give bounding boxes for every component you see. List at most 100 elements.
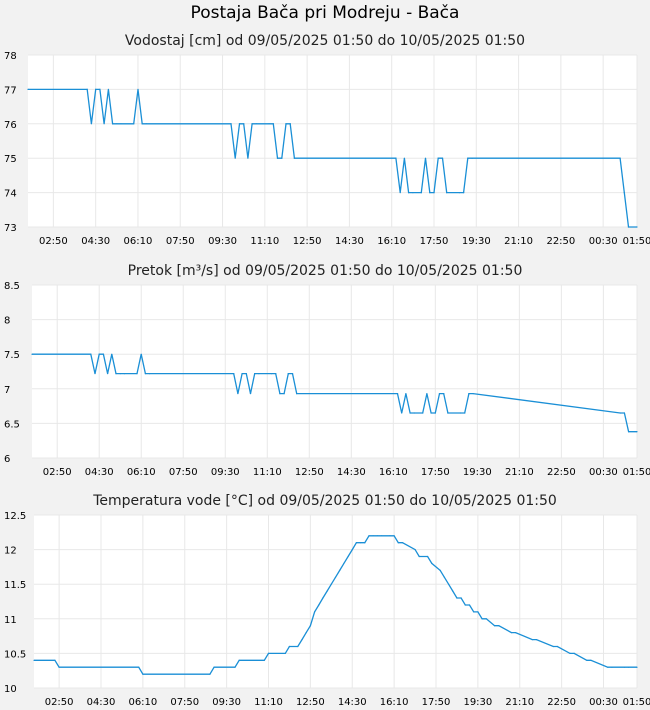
- x-tick-label: 09:30: [208, 236, 237, 247]
- data-point: [586, 659, 588, 661]
- data-point: [267, 652, 270, 655]
- data-point: [339, 569, 341, 572]
- x-tick-label: 12:50: [296, 697, 325, 708]
- data-point: [481, 618, 483, 620]
- data-point: [285, 123, 287, 125]
- x-tick-label: 06:10: [128, 697, 157, 708]
- data-point: [418, 555, 420, 558]
- y-tick-label: 7: [4, 385, 10, 396]
- x-tick-label: 04:30: [87, 697, 116, 708]
- data-point: [401, 542, 404, 544]
- data-point: [314, 611, 316, 613]
- data-point: [426, 393, 428, 395]
- data-point: [420, 192, 422, 194]
- data-point: [443, 576, 445, 578]
- data-point: [255, 123, 257, 125]
- x-tick-label: 14:30: [337, 467, 366, 478]
- x-tick-label: 07:50: [170, 697, 199, 708]
- data-point: [289, 123, 291, 125]
- data-point: [230, 123, 232, 125]
- data-point: [270, 373, 273, 375]
- data-point: [556, 645, 559, 648]
- data-point: [291, 373, 294, 375]
- data-point: [364, 542, 366, 544]
- x-tick-label: 14:30: [335, 236, 364, 247]
- data-point: [234, 666, 236, 668]
- data-point: [111, 353, 113, 355]
- data-point: [107, 373, 109, 375]
- series-line: [32, 353, 637, 433]
- y-tick-label: 8: [4, 316, 10, 327]
- x-tick-label: 09:30: [211, 467, 240, 478]
- x-tick-label: 11:10: [253, 467, 282, 478]
- data-point: [636, 226, 638, 228]
- x-tick-label: 14:30: [338, 697, 367, 708]
- data-point: [467, 157, 469, 159]
- data-point: [120, 123, 122, 125]
- data-point: [142, 673, 144, 675]
- x-tick-label: 22:50: [547, 467, 576, 478]
- data-point: [275, 373, 277, 375]
- data-point: [103, 123, 105, 125]
- data-point: [611, 666, 613, 668]
- data-point: [433, 192, 435, 194]
- chart-title: Temperatura vode [°C] od 09/05/2025 01:5…: [92, 493, 557, 509]
- data-point: [241, 373, 243, 375]
- data-point: [287, 373, 289, 375]
- data-point: [283, 393, 285, 395]
- data-point: [343, 562, 345, 565]
- series-line: [28, 88, 637, 228]
- x-tick-label: 16:10: [377, 236, 406, 247]
- data-point: [619, 412, 621, 414]
- chart-panel-2: 6 6.5 7 7.5 8 8.5 02:50 04:30 06:10 07:50 09:30 11:…: [4, 263, 650, 478]
- data-point: [389, 535, 391, 537]
- data-point: [355, 542, 357, 544]
- data-point: [213, 666, 215, 668]
- data-point: [623, 192, 625, 194]
- y-tick-label: 11.5: [4, 580, 26, 591]
- data-point: [452, 590, 454, 592]
- data-point: [258, 373, 260, 375]
- x-tick-label: 16:10: [379, 467, 408, 478]
- x-tick-label: 19:30: [462, 236, 491, 247]
- data-point: [464, 412, 466, 414]
- data-point: [399, 192, 401, 194]
- data-point: [628, 666, 630, 668]
- data-point: [268, 123, 270, 125]
- data-point: [471, 157, 473, 159]
- data-point: [515, 632, 517, 634]
- data-point: [334, 576, 337, 578]
- data-point: [473, 611, 475, 613]
- data-point: [427, 555, 429, 558]
- data-point: [627, 226, 630, 228]
- data-point: [403, 157, 405, 159]
- data-point: [254, 373, 256, 375]
- plot-area: [28, 55, 637, 227]
- data-point: [309, 625, 311, 627]
- data-point: [441, 157, 444, 159]
- data-point: [439, 569, 441, 572]
- plot-area: [32, 285, 637, 458]
- data-point: [276, 157, 279, 159]
- data-point: [408, 192, 410, 194]
- data-point: [116, 123, 118, 125]
- data-point: [438, 393, 441, 395]
- data-point: [141, 123, 143, 125]
- data-point: [372, 535, 374, 537]
- chart-title: Pretok [m³/s] od 09/05/2025 01:50 do 10/…: [128, 263, 523, 279]
- data-point: [209, 673, 211, 675]
- data-point: [431, 562, 433, 565]
- data-point: [459, 412, 462, 414]
- data-point: [413, 412, 415, 414]
- data-point: [360, 542, 362, 544]
- data-point: [238, 123, 241, 125]
- data-point: [330, 583, 332, 585]
- data-point: [468, 604, 471, 606]
- page-title: Postaja Bača pri Modreju - Bača: [190, 3, 460, 23]
- data-point: [405, 393, 407, 395]
- x-tick-label: 00:30: [589, 697, 618, 708]
- data-point: [607, 666, 609, 668]
- data-point: [99, 88, 101, 90]
- x-tick-label: 06:10: [127, 467, 156, 478]
- data-point: [318, 604, 320, 606]
